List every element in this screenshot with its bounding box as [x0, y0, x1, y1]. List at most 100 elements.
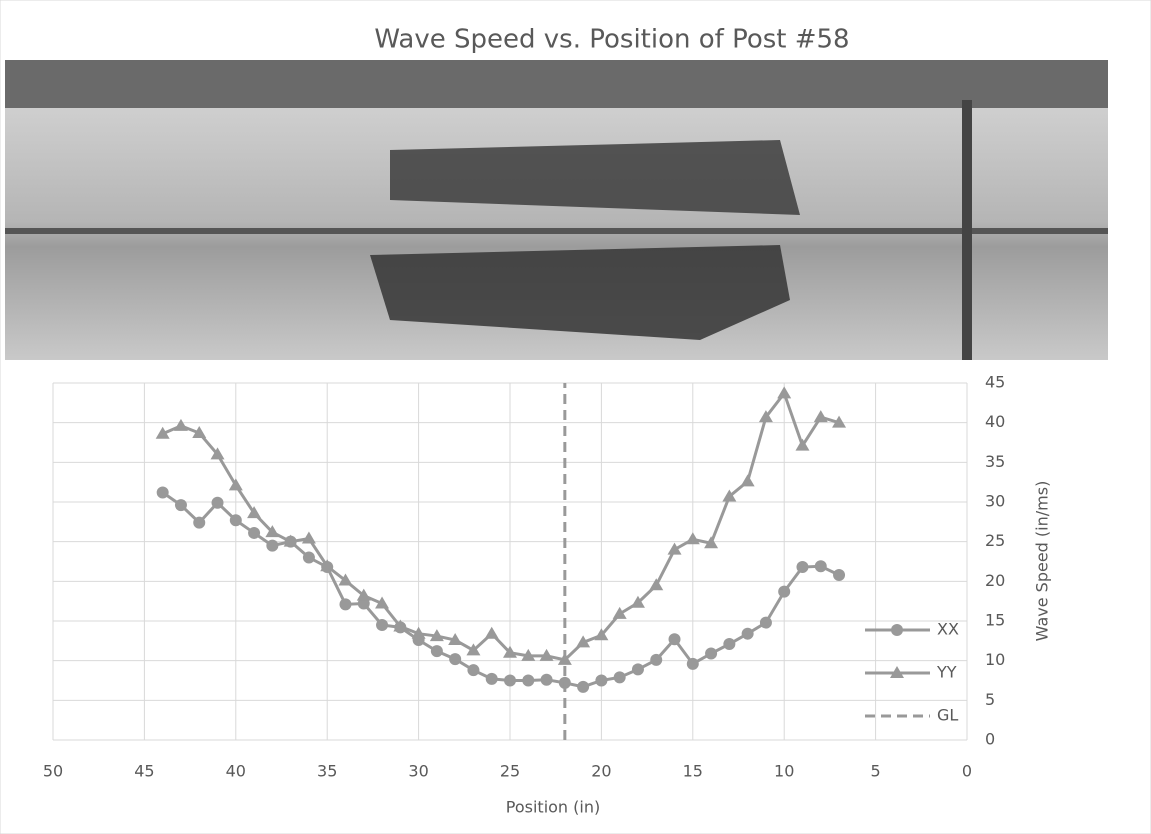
marker [356, 588, 371, 601]
marker [796, 561, 809, 574]
marker [211, 496, 224, 509]
marker [248, 526, 261, 539]
marker [338, 573, 353, 586]
marker [504, 674, 516, 687]
marker [668, 633, 681, 646]
marker [758, 410, 773, 423]
legend-label: YY [936, 663, 957, 682]
y-tick-label: 0 [985, 730, 995, 749]
x-tick-label: 15 [683, 762, 703, 781]
marker [649, 578, 664, 591]
marker [156, 486, 169, 499]
marker [449, 653, 462, 666]
x-tick-label: 10 [774, 762, 794, 781]
marker [741, 627, 754, 640]
marker [174, 499, 187, 512]
x-tick-label: 0 [962, 762, 972, 781]
marker [630, 595, 645, 608]
y-tick-label: 35 [985, 452, 1005, 471]
marker [650, 653, 663, 666]
y-tick-label: 40 [985, 412, 1005, 431]
marker [173, 418, 188, 431]
marker [466, 643, 481, 656]
marker [759, 616, 772, 629]
marker [814, 560, 827, 573]
chart-title: Wave Speed vs. Position of Post #58 [374, 25, 849, 55]
marker [778, 585, 791, 598]
marker [301, 531, 316, 544]
marker [832, 415, 847, 428]
marker [631, 663, 644, 676]
photo [5, 60, 1108, 360]
marker [375, 596, 390, 609]
marker [467, 664, 480, 677]
marker [795, 438, 810, 451]
marker [320, 559, 335, 572]
marker [704, 536, 719, 549]
x-axis-title: Position (in) [506, 798, 600, 817]
marker [247, 506, 262, 519]
marker [229, 514, 242, 527]
x-tick-label: 30 [408, 762, 428, 781]
marker [192, 425, 207, 438]
marker [193, 516, 206, 529]
marker [740, 474, 755, 487]
legend-label: GL [937, 706, 958, 725]
x-tick-label: 35 [317, 762, 337, 781]
marker [393, 619, 408, 632]
x-tick-label: 45 [134, 762, 154, 781]
y-tick-label: 10 [985, 650, 1005, 669]
marker [577, 680, 590, 693]
y-axis-title: Wave Speed (in/ms) [1033, 481, 1052, 642]
marker [685, 532, 700, 545]
marker [265, 525, 280, 538]
marker [155, 426, 170, 439]
legend-label: XX [937, 620, 959, 639]
marker [686, 657, 699, 670]
x-tick-label: 20 [591, 762, 611, 781]
marker [448, 633, 463, 646]
marker [723, 638, 736, 651]
marker [266, 539, 279, 552]
marker [484, 626, 499, 639]
marker [429, 629, 444, 642]
marker [539, 648, 554, 661]
marker [283, 534, 298, 547]
y-tick-label: 5 [985, 690, 995, 709]
marker [503, 645, 517, 658]
marker [705, 647, 718, 660]
marker [210, 447, 225, 460]
marker [521, 648, 536, 661]
marker [522, 674, 535, 687]
marker [722, 489, 737, 502]
marker [594, 628, 609, 641]
marker [595, 674, 608, 687]
marker [376, 618, 389, 631]
marker [540, 673, 553, 686]
y-tick-label: 25 [985, 531, 1005, 550]
marker [613, 671, 626, 684]
marker [339, 598, 352, 611]
marker [302, 551, 315, 564]
x-tick-label: 40 [226, 762, 246, 781]
marker [576, 635, 591, 648]
marker [411, 626, 426, 639]
marker [430, 645, 443, 658]
y-tick-label: 45 [985, 373, 1005, 392]
marker [485, 672, 498, 685]
marker [228, 478, 243, 491]
marker [890, 666, 904, 678]
marker [891, 624, 903, 636]
marker [833, 568, 846, 581]
x-tick-label: 50 [43, 762, 63, 781]
y-tick-label: 20 [985, 571, 1005, 590]
marker [813, 410, 828, 423]
x-tick-label: 5 [871, 762, 881, 781]
marker [777, 386, 792, 399]
y-tick-label: 15 [985, 611, 1005, 630]
y-tick-label: 30 [985, 492, 1005, 511]
x-tick-label: 25 [500, 762, 520, 781]
marker [612, 606, 627, 619]
